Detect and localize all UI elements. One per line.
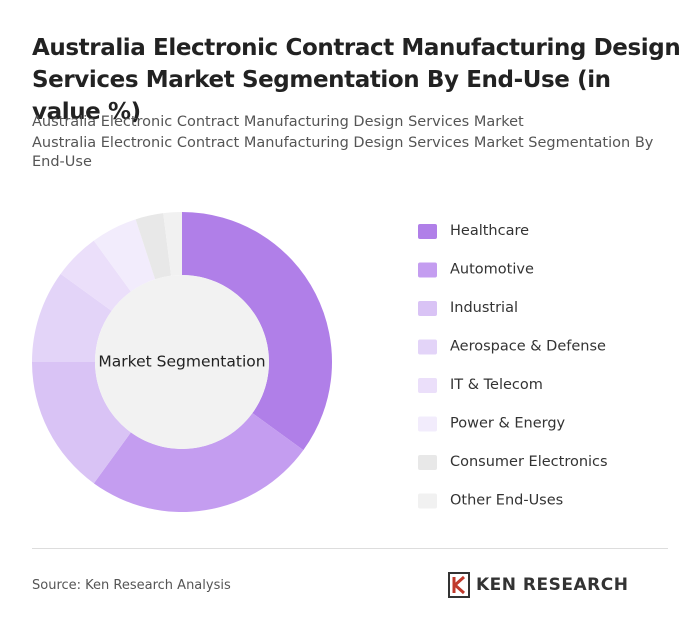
legend-swatch <box>418 262 437 278</box>
title: Australia Electronic Contract Manufactur… <box>32 35 681 125</box>
legend-label: Other End-Uses <box>450 493 563 509</box>
legend-label: Industrial <box>450 300 518 316</box>
logo-icon <box>448 572 470 598</box>
pie-slice <box>32 273 112 362</box>
logo-text: KEN RESEARCH <box>476 575 629 595</box>
legend-label: IT & Telecom <box>450 377 543 393</box>
legend-label: Power & Energy <box>450 416 566 432</box>
legend-swatch <box>418 378 437 393</box>
pie-slice <box>93 219 156 292</box>
pie-slice <box>93 413 304 512</box>
legend-label: Healthcare <box>450 223 529 239</box>
donut-hole <box>95 275 269 449</box>
legend-label: Automotive <box>450 262 534 278</box>
center-label: Market Segmentation <box>98 353 265 371</box>
source: Source: Ken Research Analysis <box>32 578 231 593</box>
legend-swatch <box>418 339 437 355</box>
legend-label: Aerospace & Defense <box>450 339 606 355</box>
divider <box>32 548 668 549</box>
pie-slice <box>60 240 131 311</box>
subtitle: Australia Electronic Contract Manufactur… <box>32 135 654 170</box>
chart: Market Segmentation Healthcare Automotive I… <box>32 212 608 512</box>
pie-slice <box>135 213 172 280</box>
pie-slice <box>32 362 131 484</box>
legend-swatch <box>418 301 437 316</box>
legend-swatch <box>418 455 437 470</box>
pie-slice <box>163 212 182 276</box>
pie-slice <box>182 212 332 451</box>
legend-swatch <box>418 224 437 239</box>
legend-label: Consumer Electronics <box>450 454 608 470</box>
subtitle: Australia Electronic Contract Manufactur… <box>32 114 524 130</box>
legend-swatch <box>418 416 437 432</box>
legend-swatch <box>418 493 437 509</box>
logo: KEN RESEARCH <box>448 572 628 598</box>
